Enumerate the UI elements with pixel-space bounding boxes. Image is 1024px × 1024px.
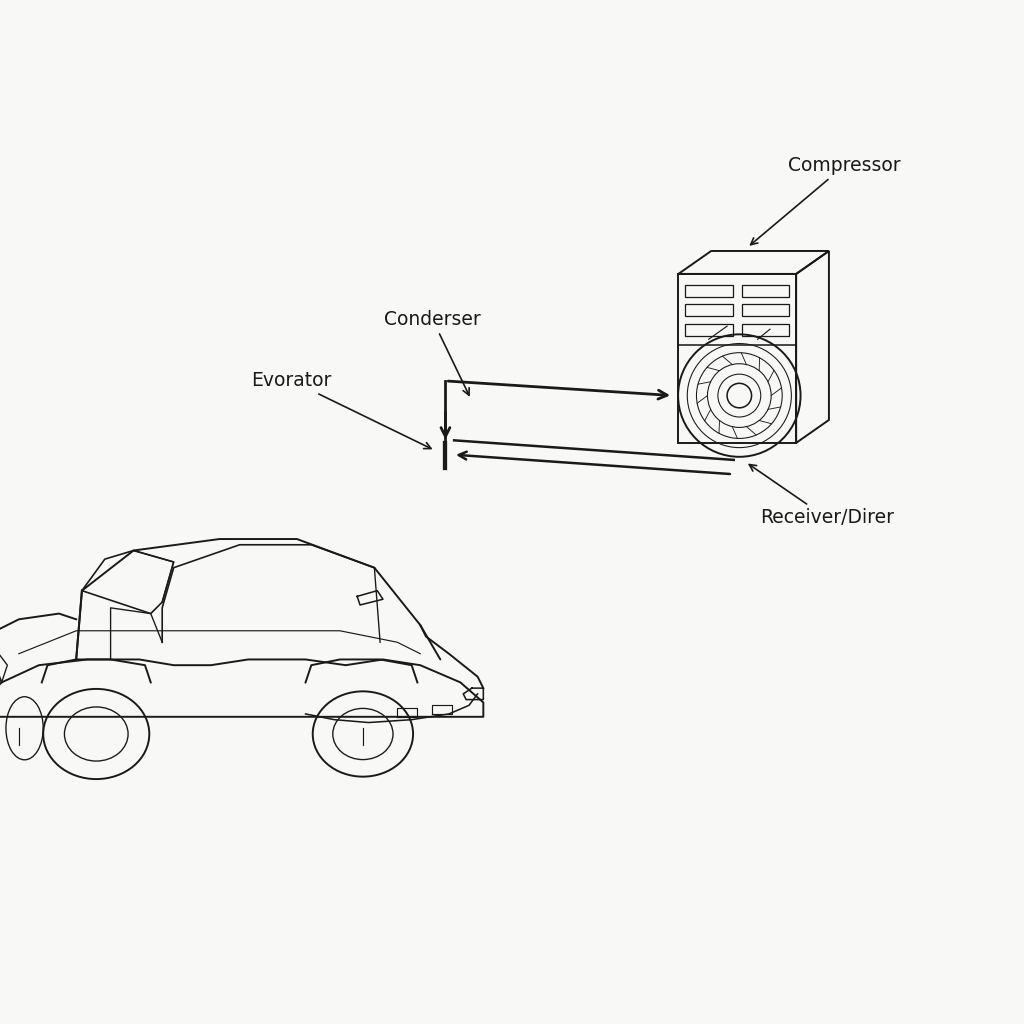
Text: Compressor: Compressor xyxy=(751,156,901,245)
Text: Evorator: Evorator xyxy=(251,371,431,449)
Text: Receiver/Direr: Receiver/Direr xyxy=(750,465,894,527)
Text: Conderser: Conderser xyxy=(384,309,480,395)
